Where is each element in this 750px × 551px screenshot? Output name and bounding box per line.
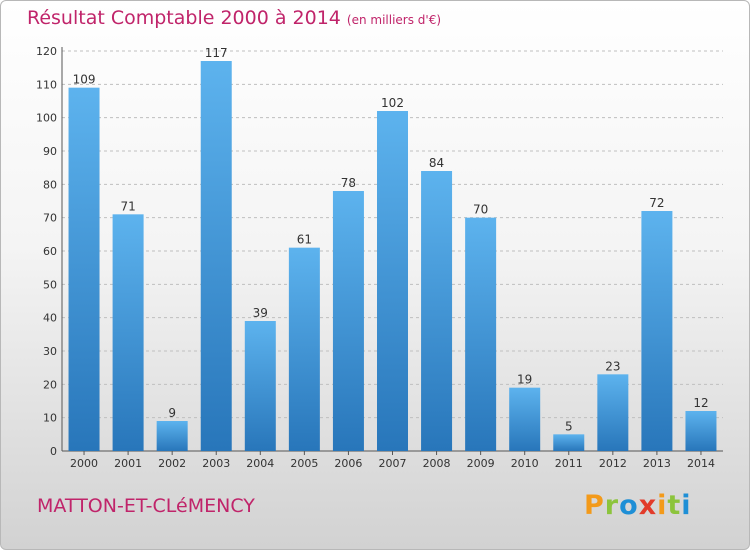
bar bbox=[685, 411, 717, 451]
y-tick-label: 30 bbox=[43, 345, 57, 358]
x-tick-label: 2008 bbox=[423, 457, 451, 470]
x-tick-label: 2012 bbox=[599, 457, 627, 470]
y-tick-label: 50 bbox=[43, 278, 57, 291]
bar-value-label: 78 bbox=[341, 176, 356, 190]
y-tick-label: 20 bbox=[43, 378, 57, 391]
commune-name: MATTON-ET-CLéMENCY bbox=[37, 495, 255, 517]
bar bbox=[465, 217, 497, 451]
x-tick-label: 2002 bbox=[158, 457, 186, 470]
bar-value-label: 70 bbox=[473, 203, 488, 217]
y-tick-label: 90 bbox=[43, 145, 57, 158]
y-tick-label: 100 bbox=[36, 112, 57, 125]
bar-value-label: 39 bbox=[253, 306, 268, 320]
y-tick-label: 110 bbox=[36, 78, 57, 91]
y-tick-label: 120 bbox=[36, 45, 57, 58]
bar bbox=[156, 421, 188, 451]
x-tick-label: 2014 bbox=[687, 457, 715, 470]
y-tick-label: 80 bbox=[43, 178, 57, 191]
x-tick-label: 2011 bbox=[555, 457, 583, 470]
bar-value-label: 23 bbox=[605, 359, 620, 373]
bar-value-label: 61 bbox=[297, 233, 312, 247]
bar-value-label: 9 bbox=[168, 406, 176, 420]
bar bbox=[377, 111, 408, 451]
bar-value-label: 72 bbox=[649, 196, 664, 210]
bar-value-label: 12 bbox=[693, 396, 708, 410]
bar bbox=[244, 321, 276, 451]
x-tick-label: 2006 bbox=[334, 457, 362, 470]
x-tick-label: 2000 bbox=[70, 457, 98, 470]
bar bbox=[421, 171, 453, 451]
chart-title-main: Résultat Comptable 2000 à 2014 bbox=[27, 7, 341, 29]
x-tick-label: 2005 bbox=[290, 457, 318, 470]
bar bbox=[641, 211, 673, 451]
bar-value-label: 84 bbox=[429, 156, 444, 170]
bar bbox=[200, 61, 232, 451]
logo-letter: i bbox=[681, 490, 692, 521]
y-tick-label: 70 bbox=[43, 212, 57, 225]
bar-value-label: 102 bbox=[381, 96, 404, 110]
logo-letter: r bbox=[604, 490, 620, 521]
y-tick-label: 40 bbox=[43, 312, 57, 325]
x-tick-label: 2007 bbox=[379, 457, 407, 470]
logo-letter: P bbox=[584, 490, 605, 521]
x-tick-label: 2013 bbox=[643, 457, 671, 470]
logo-letter: i bbox=[657, 490, 668, 521]
bar bbox=[597, 374, 629, 451]
bar-value-label: 5 bbox=[565, 419, 573, 433]
bar bbox=[112, 214, 144, 451]
bar bbox=[332, 191, 364, 451]
y-tick-label: 0 bbox=[50, 445, 57, 458]
y-tick-label: 60 bbox=[43, 245, 57, 258]
x-tick-label: 2003 bbox=[202, 457, 230, 470]
logo-letter: t bbox=[667, 490, 682, 521]
proxiti-logo: Proxiti bbox=[584, 490, 692, 521]
bar bbox=[288, 247, 320, 451]
chart-title-unit: (en milliers d'€) bbox=[346, 13, 442, 27]
bar-value-label: 117 bbox=[205, 46, 228, 60]
bar-value-label: 109 bbox=[73, 73, 96, 87]
bar bbox=[509, 387, 541, 451]
y-tick-label: 10 bbox=[43, 412, 57, 425]
bar-value-label: 71 bbox=[120, 199, 135, 213]
logo-letter: o bbox=[619, 490, 639, 521]
bar bbox=[68, 87, 100, 452]
x-tick-label: 2004 bbox=[246, 457, 274, 470]
bar-value-label: 19 bbox=[517, 373, 532, 387]
bar bbox=[553, 434, 585, 451]
chart-title: Résultat Comptable 2000 à 2014 (en millie… bbox=[27, 7, 441, 29]
logo-letter: x bbox=[638, 490, 658, 521]
x-tick-label: 2010 bbox=[511, 457, 539, 470]
x-tick-label: 2001 bbox=[114, 457, 142, 470]
x-tick-label: 2009 bbox=[467, 457, 495, 470]
